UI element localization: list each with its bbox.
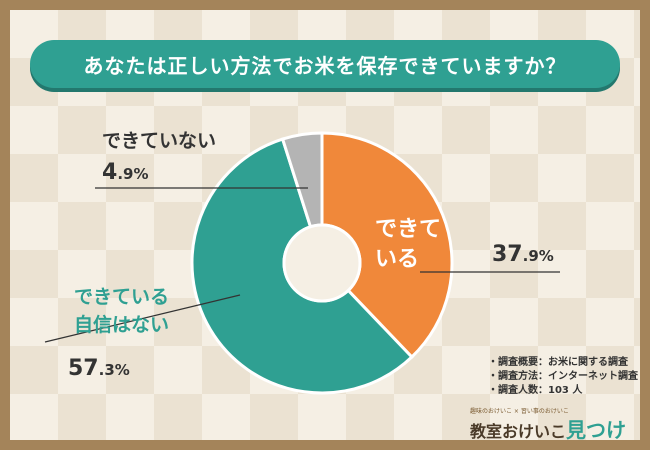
slice-value-unsure: 57.3% (68, 356, 130, 381)
slice-label-can-1: できて (375, 217, 442, 242)
slice-value-can: 37.9% (492, 242, 554, 267)
slice-value-cannot: 4.9% (102, 160, 149, 185)
brand-logo: 教室おけいこ見つけ隊 (470, 418, 627, 440)
chart-title: あなたは正しい方法でお米を保存できていますか？ (30, 40, 620, 88)
leader-line-unsure (44, 294, 241, 343)
note-method: ・調査方法：インターネット調査 (488, 371, 638, 382)
slice-label-can-2: いる (375, 247, 420, 272)
slice-label-cannot: できていない (102, 130, 217, 152)
note-overview: ・調査概要：お米に関する調査 (488, 357, 628, 368)
infographic-card: あなたは正しい方法でお米を保存できていますか？ できていない 4.9% できてい… (10, 10, 640, 440)
donut-hole (282, 223, 362, 303)
note-count: ・調査人数：103 人 (488, 385, 583, 396)
slice-label-unsure-2: 自信はない (74, 314, 170, 336)
donut-chart (44, 131, 560, 395)
logo-tagline: 趣味のおけいこ × 習い事のおけいこ (470, 408, 569, 415)
slice-label-unsure-1: できている (74, 286, 170, 308)
survey-notes: ・調査概要：お米に関する調査 ・調査方法：インターネット調査 ・調査人数：103… (488, 356, 638, 398)
